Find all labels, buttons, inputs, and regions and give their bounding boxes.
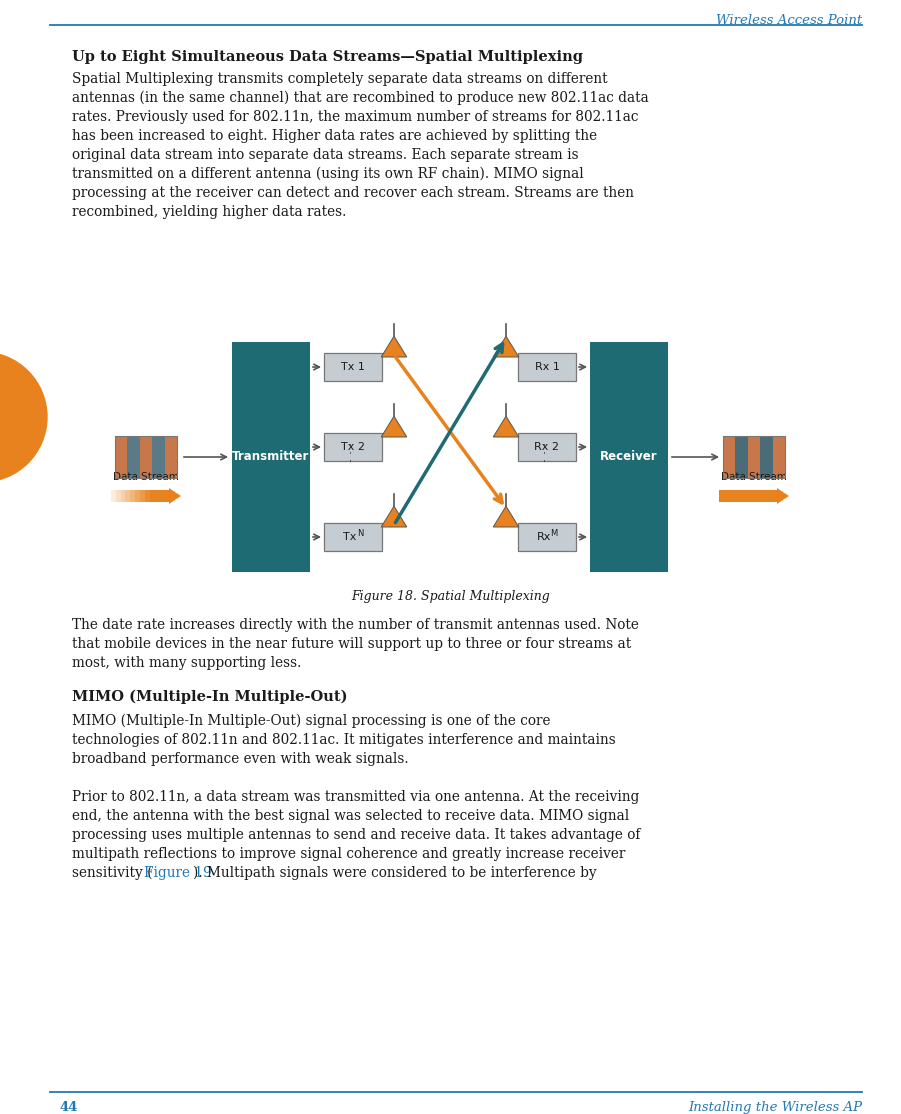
Bar (518, 433, 576, 461)
Text: 44: 44 (60, 1101, 78, 1114)
Text: Rx 2: Rx 2 (534, 442, 560, 452)
Text: that mobile devices in the near future will support up to three or four streams : that mobile devices in the near future w… (72, 637, 632, 651)
Bar (723, 436, 735, 478)
Text: The date rate increases directly with the number of transmit antennas used. Note: The date rate increases directly with th… (72, 618, 639, 632)
Bar (115, 436, 127, 478)
Text: N: N (357, 528, 363, 537)
Text: most, with many supporting less.: most, with many supporting less. (72, 656, 301, 670)
Text: broadband performance even with weak signals.: broadband performance even with weak sig… (72, 752, 409, 766)
Bar (140, 490, 145, 502)
Bar (748, 436, 760, 478)
Text: Figure 19: Figure 19 (144, 866, 212, 880)
Bar (772, 436, 785, 478)
Text: Installing the Wireless AP: Installing the Wireless AP (688, 1101, 862, 1114)
Text: processing uses multiple antennas to send and receive data. It takes advantage o: processing uses multiple antennas to sen… (72, 828, 641, 842)
Text: Figure 18. Spatial Multiplexing: Figure 18. Spatial Multiplexing (351, 590, 551, 603)
Text: processing at the receiver can detect and recover each stream. Streams are then: processing at the receiver can detect an… (72, 186, 634, 201)
Text: Prior to 802.11n, a data stream was transmitted via one antenna. At the receivin: Prior to 802.11n, a data stream was tran… (72, 790, 640, 804)
Text: ). Multipath signals were considered to be interference by: ). Multipath signals were considered to … (194, 866, 597, 880)
Bar (140, 436, 152, 478)
Text: MIMO (Multiple-In Multiple-Out) signal processing is one of the core: MIMO (Multiple-In Multiple-Out) signal p… (72, 714, 551, 729)
Text: · · ·: · · · (541, 442, 553, 462)
Bar (324, 522, 382, 551)
Text: MIMO (Multiple-In Multiple-Out): MIMO (Multiple-In Multiple-Out) (72, 690, 348, 704)
Text: recombined, yielding higher data rates.: recombined, yielding higher data rates. (72, 205, 346, 219)
Polygon shape (493, 417, 519, 437)
Bar (111, 490, 116, 502)
Text: Tx 2: Tx 2 (341, 442, 365, 452)
Bar (723, 436, 785, 478)
FancyArrow shape (719, 488, 789, 504)
Circle shape (0, 352, 47, 482)
Text: · · ·: · · · (347, 442, 359, 462)
Bar (125, 490, 131, 502)
Polygon shape (381, 506, 406, 527)
Text: multipath reflections to improve signal coherence and greatly increase receiver: multipath reflections to improve signal … (72, 847, 625, 861)
Text: Transmitter: Transmitter (232, 450, 310, 463)
Bar (735, 436, 748, 478)
Text: original data stream into separate data streams. Each separate stream is: original data stream into separate data … (72, 148, 578, 162)
Bar (590, 342, 668, 571)
Bar (145, 490, 150, 502)
Text: Receiver: Receiver (600, 450, 658, 463)
Text: Rx: Rx (537, 532, 551, 543)
Text: end, the antenna with the best signal was selected to receive data. MIMO signal: end, the antenna with the best signal wa… (72, 809, 629, 823)
Text: sensitivity (: sensitivity ( (72, 866, 152, 880)
FancyArrow shape (111, 488, 181, 504)
Bar (232, 342, 310, 571)
Text: Tx: Tx (343, 532, 357, 543)
Text: transmitted on a different antenna (using its own RF chain). MIMO signal: transmitted on a different antenna (usin… (72, 167, 584, 182)
Text: Rx 1: Rx 1 (534, 362, 560, 372)
Bar (324, 433, 382, 461)
Bar (121, 490, 125, 502)
Bar (115, 436, 177, 478)
Polygon shape (493, 506, 519, 527)
Text: has been increased to eight. Higher data rates are achieved by splitting the: has been increased to eight. Higher data… (72, 129, 597, 143)
Text: Wireless Access Point: Wireless Access Point (715, 14, 862, 27)
Text: Spatial Multiplexing transmits completely separate data streams on different: Spatial Multiplexing transmits completel… (72, 72, 607, 86)
Bar (518, 522, 576, 551)
Bar (135, 490, 140, 502)
Text: Tx 1: Tx 1 (341, 362, 365, 372)
Bar (518, 353, 576, 381)
Text: Data Stream: Data Stream (721, 472, 787, 482)
Bar (165, 436, 177, 478)
Text: Up to Eight Simultaneous Data Streams—Spatial Multiplexing: Up to Eight Simultaneous Data Streams—Sp… (72, 50, 583, 63)
Polygon shape (381, 417, 406, 437)
Polygon shape (381, 336, 406, 356)
Text: technologies of 802.11n and 802.11ac. It mitigates interference and maintains: technologies of 802.11n and 802.11ac. It… (72, 733, 615, 747)
Bar (127, 436, 140, 478)
Polygon shape (493, 336, 519, 356)
Text: M: M (551, 528, 558, 537)
Bar (116, 490, 121, 502)
Bar (152, 436, 165, 478)
Text: rates. Previously used for 802.11n, the maximum number of streams for 802.11ac: rates. Previously used for 802.11n, the … (72, 110, 639, 124)
Bar (131, 490, 135, 502)
Text: antennas (in the same channel) that are recombined to produce new 802.11ac data: antennas (in the same channel) that are … (72, 91, 649, 106)
Bar (324, 353, 382, 381)
Text: Data Stream: Data Stream (113, 472, 179, 482)
Bar (760, 436, 772, 478)
